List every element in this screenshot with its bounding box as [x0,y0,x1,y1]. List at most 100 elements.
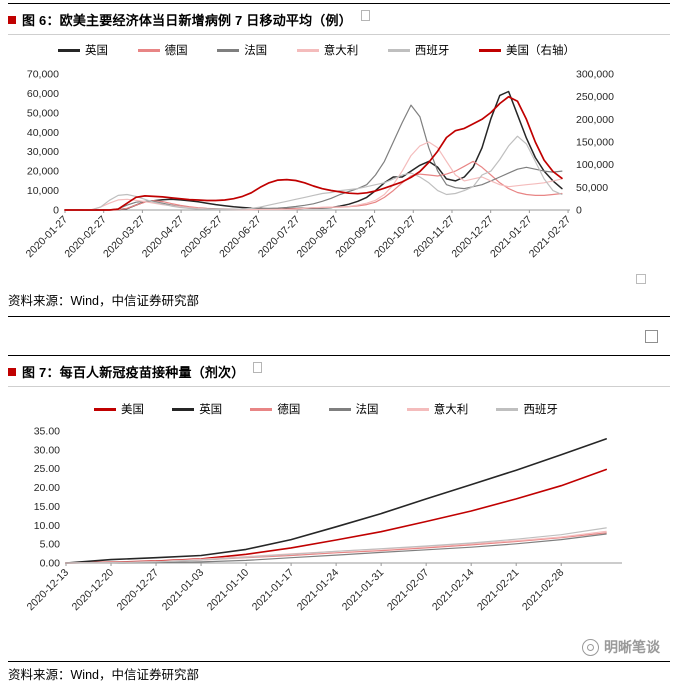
figure-7-legend: 美国 英国 德国 法国 意大利 西班牙 [8,387,670,419]
legend-item: 美国 [94,401,144,417]
anchor-icon [360,10,370,21]
legend-item: 英国 [172,401,222,417]
legend-item: 西班牙 [387,42,450,58]
svg-text:2021-01-10: 2021-01-10 [205,567,252,614]
svg-text:10.00: 10.00 [34,520,60,532]
legend-label: 西班牙 [414,45,450,57]
legend-label: 法国 [244,45,268,57]
svg-text:100,000: 100,000 [576,159,614,171]
legend-swatch-icon [58,48,80,52]
svg-text:10,000: 10,000 [27,185,59,197]
figure-6-header: 图 6：欧美主要经济体当日新增病例 7 日移动平均（例） [8,3,670,34]
svg-text:250,000: 250,000 [576,91,614,103]
legend-label: 英国 [199,404,223,416]
watermark: 明晰笔谈 [8,637,670,661]
gap-row [8,317,670,355]
figure-7-chart: 2020-12-132020-12-202020-12-272021-01-03… [25,426,622,614]
svg-text:2021-02-27: 2021-02-27 [527,214,574,261]
legend-swatch-icon [217,48,240,52]
legend-swatch-icon [496,407,519,411]
svg-text:2021-01-31: 2021-01-31 [340,567,387,614]
svg-text:0.00: 0.00 [40,558,61,570]
figure-6-source: 资料来源：Wind，中信证券研究部 [8,294,199,308]
figure-7-block: 图 7：每百人新冠疫苗接种量（剂次） 美国 英国 德国 法国 意大利 西班牙 2020-1… [8,355,670,690]
legend-label: 西班牙 [523,404,558,416]
anchor-icon [636,274,646,284]
figure-6-block: 图 6：欧美主要经济体当日新增病例 7 日移动平均（例） 英国 德国 法国 意大利 西班… [8,3,670,317]
svg-text:15.00: 15.00 [34,501,60,513]
legend-label: 意大利 [433,404,469,416]
svg-text:0: 0 [53,205,59,217]
svg-text:200,000: 200,000 [576,114,614,126]
mini-anchor-row [8,274,670,288]
legend-item: 德国 [137,42,188,58]
svg-text:70,000: 70,000 [27,69,59,81]
anchor-icon [253,362,263,373]
svg-text:2021-02-14: 2021-02-14 [430,567,477,614]
svg-text:2021-02-21: 2021-02-21 [475,567,522,614]
svg-text:60,000: 60,000 [27,88,59,100]
legend-swatch-icon [387,48,410,52]
svg-text:20.00: 20.00 [34,482,60,494]
svg-text:2021-01-03: 2021-01-03 [160,567,207,614]
legend-swatch-icon [94,407,116,411]
watermark-logo-icon [582,638,599,656]
svg-text:30.00: 30.00 [34,444,60,456]
svg-text:50,000: 50,000 [576,182,608,194]
figure-7-header: 图 7：每百人新冠疫苗接种量（剂次） [8,355,670,386]
legend-swatch-icon [478,48,501,52]
header-divider [8,34,670,35]
section-divider [8,316,670,317]
legend-swatch-icon [250,407,273,411]
svg-text:2020-12-27: 2020-12-27 [115,567,162,614]
legend-swatch-icon [137,48,160,52]
legend-swatch-icon [328,407,351,411]
legend-label: 德国 [164,45,188,57]
svg-text:2020-10-27: 2020-10-27 [372,214,419,261]
figure-6-chart: 2020-01-272020-02-272020-03-272020-04-27… [24,69,614,261]
watermark-text: 明晰笔谈 [604,639,660,655]
svg-text:30,000: 30,000 [27,146,59,158]
legend-label: 法国 [355,404,379,416]
legend-label: 美国（右轴） [505,45,575,57]
section-divider [8,661,670,662]
svg-text:35.00: 35.00 [34,426,60,438]
figure-7-title: 图 7：每百人新冠疫苗接种量（剂次） [22,365,245,380]
legend-item: 美国（右轴） [478,42,575,58]
svg-text:2021-01-24: 2021-01-24 [295,567,342,614]
legend-item: 西班牙 [496,401,558,417]
red-square-bullet-icon [8,15,16,24]
svg-text:2020-12-13: 2020-12-13 [25,567,72,614]
figure-6-legend: 英国 德国 法国 意大利 西班牙 美国（右轴） [8,35,670,58]
legend-item: 法国 [328,401,379,417]
legend-swatch-icon [406,407,429,411]
legend-item: 英国 [58,42,108,58]
legend-label: 意大利 [323,45,359,57]
empty-checkbox-icon [645,330,658,343]
svg-text:2020-12-20: 2020-12-20 [70,567,117,614]
svg-text:25.00: 25.00 [34,463,60,475]
red-square-bullet-icon [8,367,16,376]
svg-text:50,000: 50,000 [27,107,59,119]
legend-swatch-icon [172,407,195,411]
legend-label: 德国 [277,404,301,416]
svg-text:2021-01-17: 2021-01-17 [250,567,297,614]
legend-label: 美国 [121,404,144,416]
svg-text:150,000: 150,000 [576,137,614,149]
figure-6-title: 图 6：欧美主要经济体当日新增病例 7 日移动平均（例） [22,13,352,28]
legend-item: 德国 [250,401,300,417]
svg-text:0: 0 [576,205,582,217]
legend-label: 英国 [85,45,108,57]
svg-text:20,000: 20,000 [27,166,59,178]
svg-text:2021-02-28: 2021-02-28 [520,567,567,614]
legend-swatch-icon [296,48,319,52]
svg-text:300,000: 300,000 [576,69,614,81]
svg-text:40,000: 40,000 [27,127,59,139]
header-divider [8,386,670,387]
svg-text:5.00: 5.00 [40,539,61,551]
legend-item: 法国 [217,42,267,58]
figure-7-source: 资料来源：Wind，中信证券研究部 [8,668,199,682]
legend-item: 意大利 [296,42,359,58]
legend-item: 意大利 [406,401,469,417]
